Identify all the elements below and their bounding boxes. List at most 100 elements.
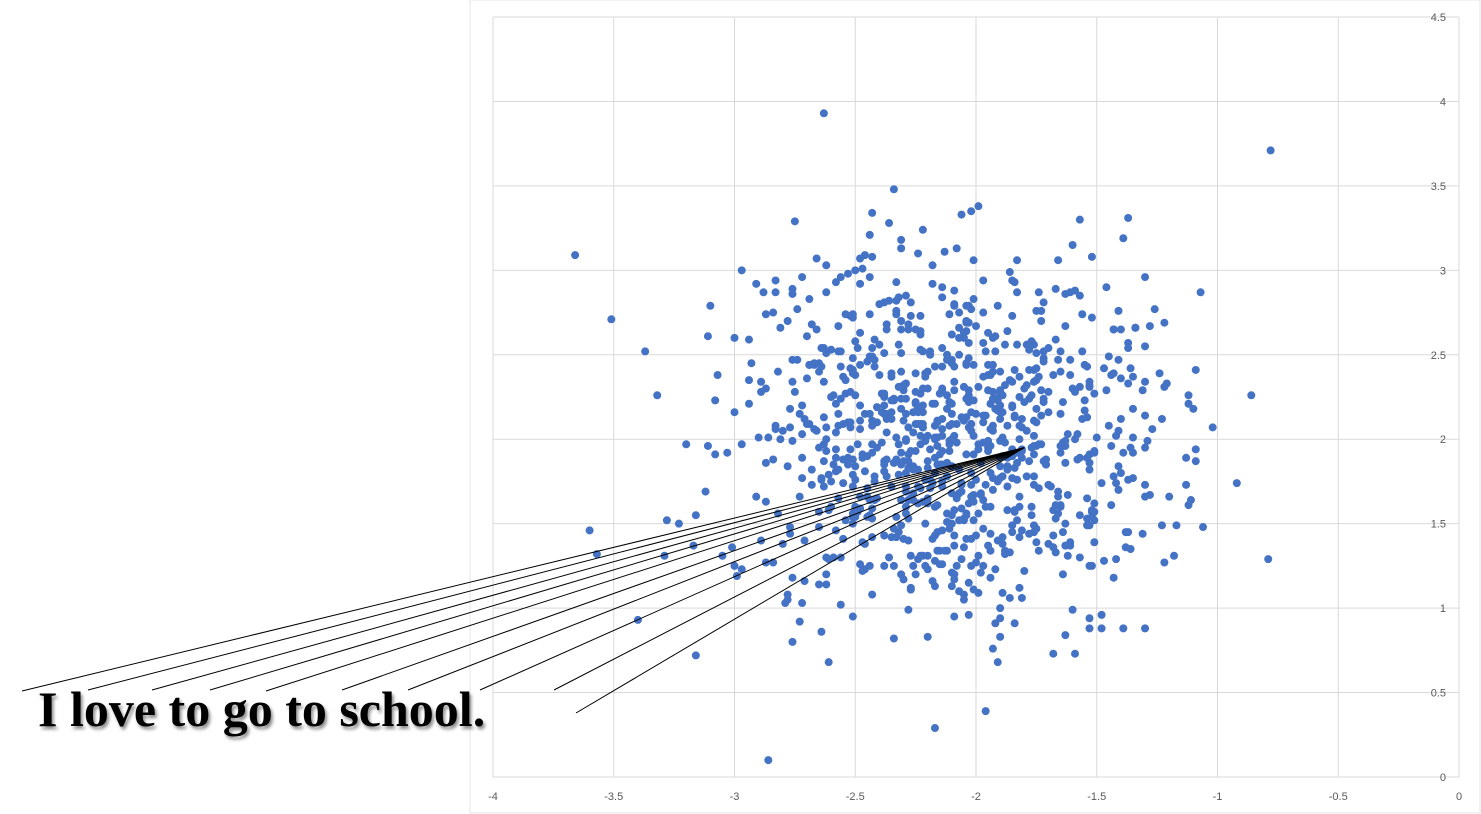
data-point xyxy=(947,359,956,368)
data-point xyxy=(947,330,956,339)
data-point xyxy=(1199,523,1208,532)
data-point xyxy=(1044,408,1053,417)
data-point xyxy=(1051,514,1060,523)
data-point xyxy=(885,219,894,228)
data-point xyxy=(996,604,1005,613)
data-point xyxy=(831,278,840,287)
data-point xyxy=(728,543,737,552)
data-point xyxy=(1266,146,1275,155)
data-point xyxy=(703,441,712,450)
data-point xyxy=(897,404,906,413)
data-point xyxy=(1034,484,1043,493)
data-point xyxy=(1104,352,1113,361)
data-point xyxy=(1061,322,1070,331)
data-point xyxy=(703,332,712,341)
data-point xyxy=(996,614,1005,623)
data-point xyxy=(998,433,1007,442)
data-point xyxy=(967,207,976,216)
data-point xyxy=(964,386,973,395)
data-point xyxy=(1114,355,1123,364)
data-point xyxy=(1124,528,1133,537)
data-point xyxy=(744,335,753,344)
data-point xyxy=(805,295,814,304)
data-point xyxy=(783,462,792,471)
data-point xyxy=(778,426,787,435)
data-point xyxy=(819,413,828,422)
data-point xyxy=(776,323,785,332)
data-point xyxy=(1034,288,1043,297)
data-point xyxy=(1005,593,1014,602)
data-point xyxy=(1160,558,1169,567)
data-point xyxy=(798,430,807,439)
data-point xyxy=(1080,396,1089,405)
data-point xyxy=(865,230,874,239)
data-point xyxy=(916,431,925,440)
data-point xyxy=(844,269,853,278)
data-point xyxy=(1017,453,1026,462)
data-point xyxy=(979,561,988,570)
data-point xyxy=(1099,364,1108,373)
data-point xyxy=(964,610,973,619)
data-point xyxy=(1008,377,1017,386)
data-point xyxy=(1107,441,1116,450)
data-point xyxy=(1191,457,1200,466)
data-point xyxy=(1037,317,1046,325)
x-tick-label: -2.5 xyxy=(846,791,865,803)
data-point xyxy=(786,523,795,532)
data-point xyxy=(991,332,1000,341)
data-point xyxy=(1015,533,1024,542)
data-point xyxy=(817,475,826,484)
data-point xyxy=(988,485,997,494)
data-point xyxy=(928,534,937,543)
data-point xyxy=(674,519,683,528)
y-tick-label: 3 xyxy=(1440,265,1446,277)
data-point xyxy=(865,561,874,570)
data-point xyxy=(1008,401,1017,410)
data-point xyxy=(1141,624,1150,633)
data-point xyxy=(1128,372,1137,381)
data-point xyxy=(969,360,978,369)
data-point xyxy=(839,455,848,464)
data-point xyxy=(945,447,954,456)
data-point xyxy=(981,347,990,356)
data-point xyxy=(1054,355,1063,364)
data-point xyxy=(1051,284,1060,293)
data-point xyxy=(744,399,753,408)
data-point xyxy=(1116,414,1125,423)
data-point xyxy=(959,543,968,552)
data-point xyxy=(1015,393,1024,401)
data-point xyxy=(885,296,894,305)
data-point xyxy=(885,553,894,562)
data-point xyxy=(979,411,988,420)
data-point xyxy=(752,492,761,501)
data-point xyxy=(916,311,925,320)
x-tick-label: -1.5 xyxy=(1087,791,1106,803)
data-point xyxy=(856,416,865,425)
data-point xyxy=(950,541,959,550)
data-point xyxy=(1157,414,1166,423)
data-point xyxy=(1264,555,1273,564)
data-point xyxy=(892,296,901,305)
data-point xyxy=(1017,526,1026,535)
data-point xyxy=(793,305,802,314)
x-tick-label: 0 xyxy=(1456,791,1462,803)
data-point xyxy=(1172,521,1181,530)
data-point xyxy=(1128,474,1137,483)
x-tick-label: -3 xyxy=(730,791,740,803)
data-point xyxy=(1032,404,1041,413)
data-point xyxy=(938,384,947,393)
data-point xyxy=(711,396,720,405)
data-point xyxy=(1087,252,1096,261)
data-point xyxy=(1107,371,1116,380)
data-point xyxy=(906,311,915,320)
data-point xyxy=(928,399,937,408)
data-point xyxy=(930,724,939,733)
data-point xyxy=(1131,323,1140,332)
data-point xyxy=(897,448,906,457)
data-point xyxy=(1085,381,1094,390)
data-point xyxy=(1061,436,1070,445)
data-point xyxy=(921,519,930,528)
data-point xyxy=(827,477,836,486)
data-point xyxy=(812,254,821,263)
data-point xyxy=(972,322,980,331)
